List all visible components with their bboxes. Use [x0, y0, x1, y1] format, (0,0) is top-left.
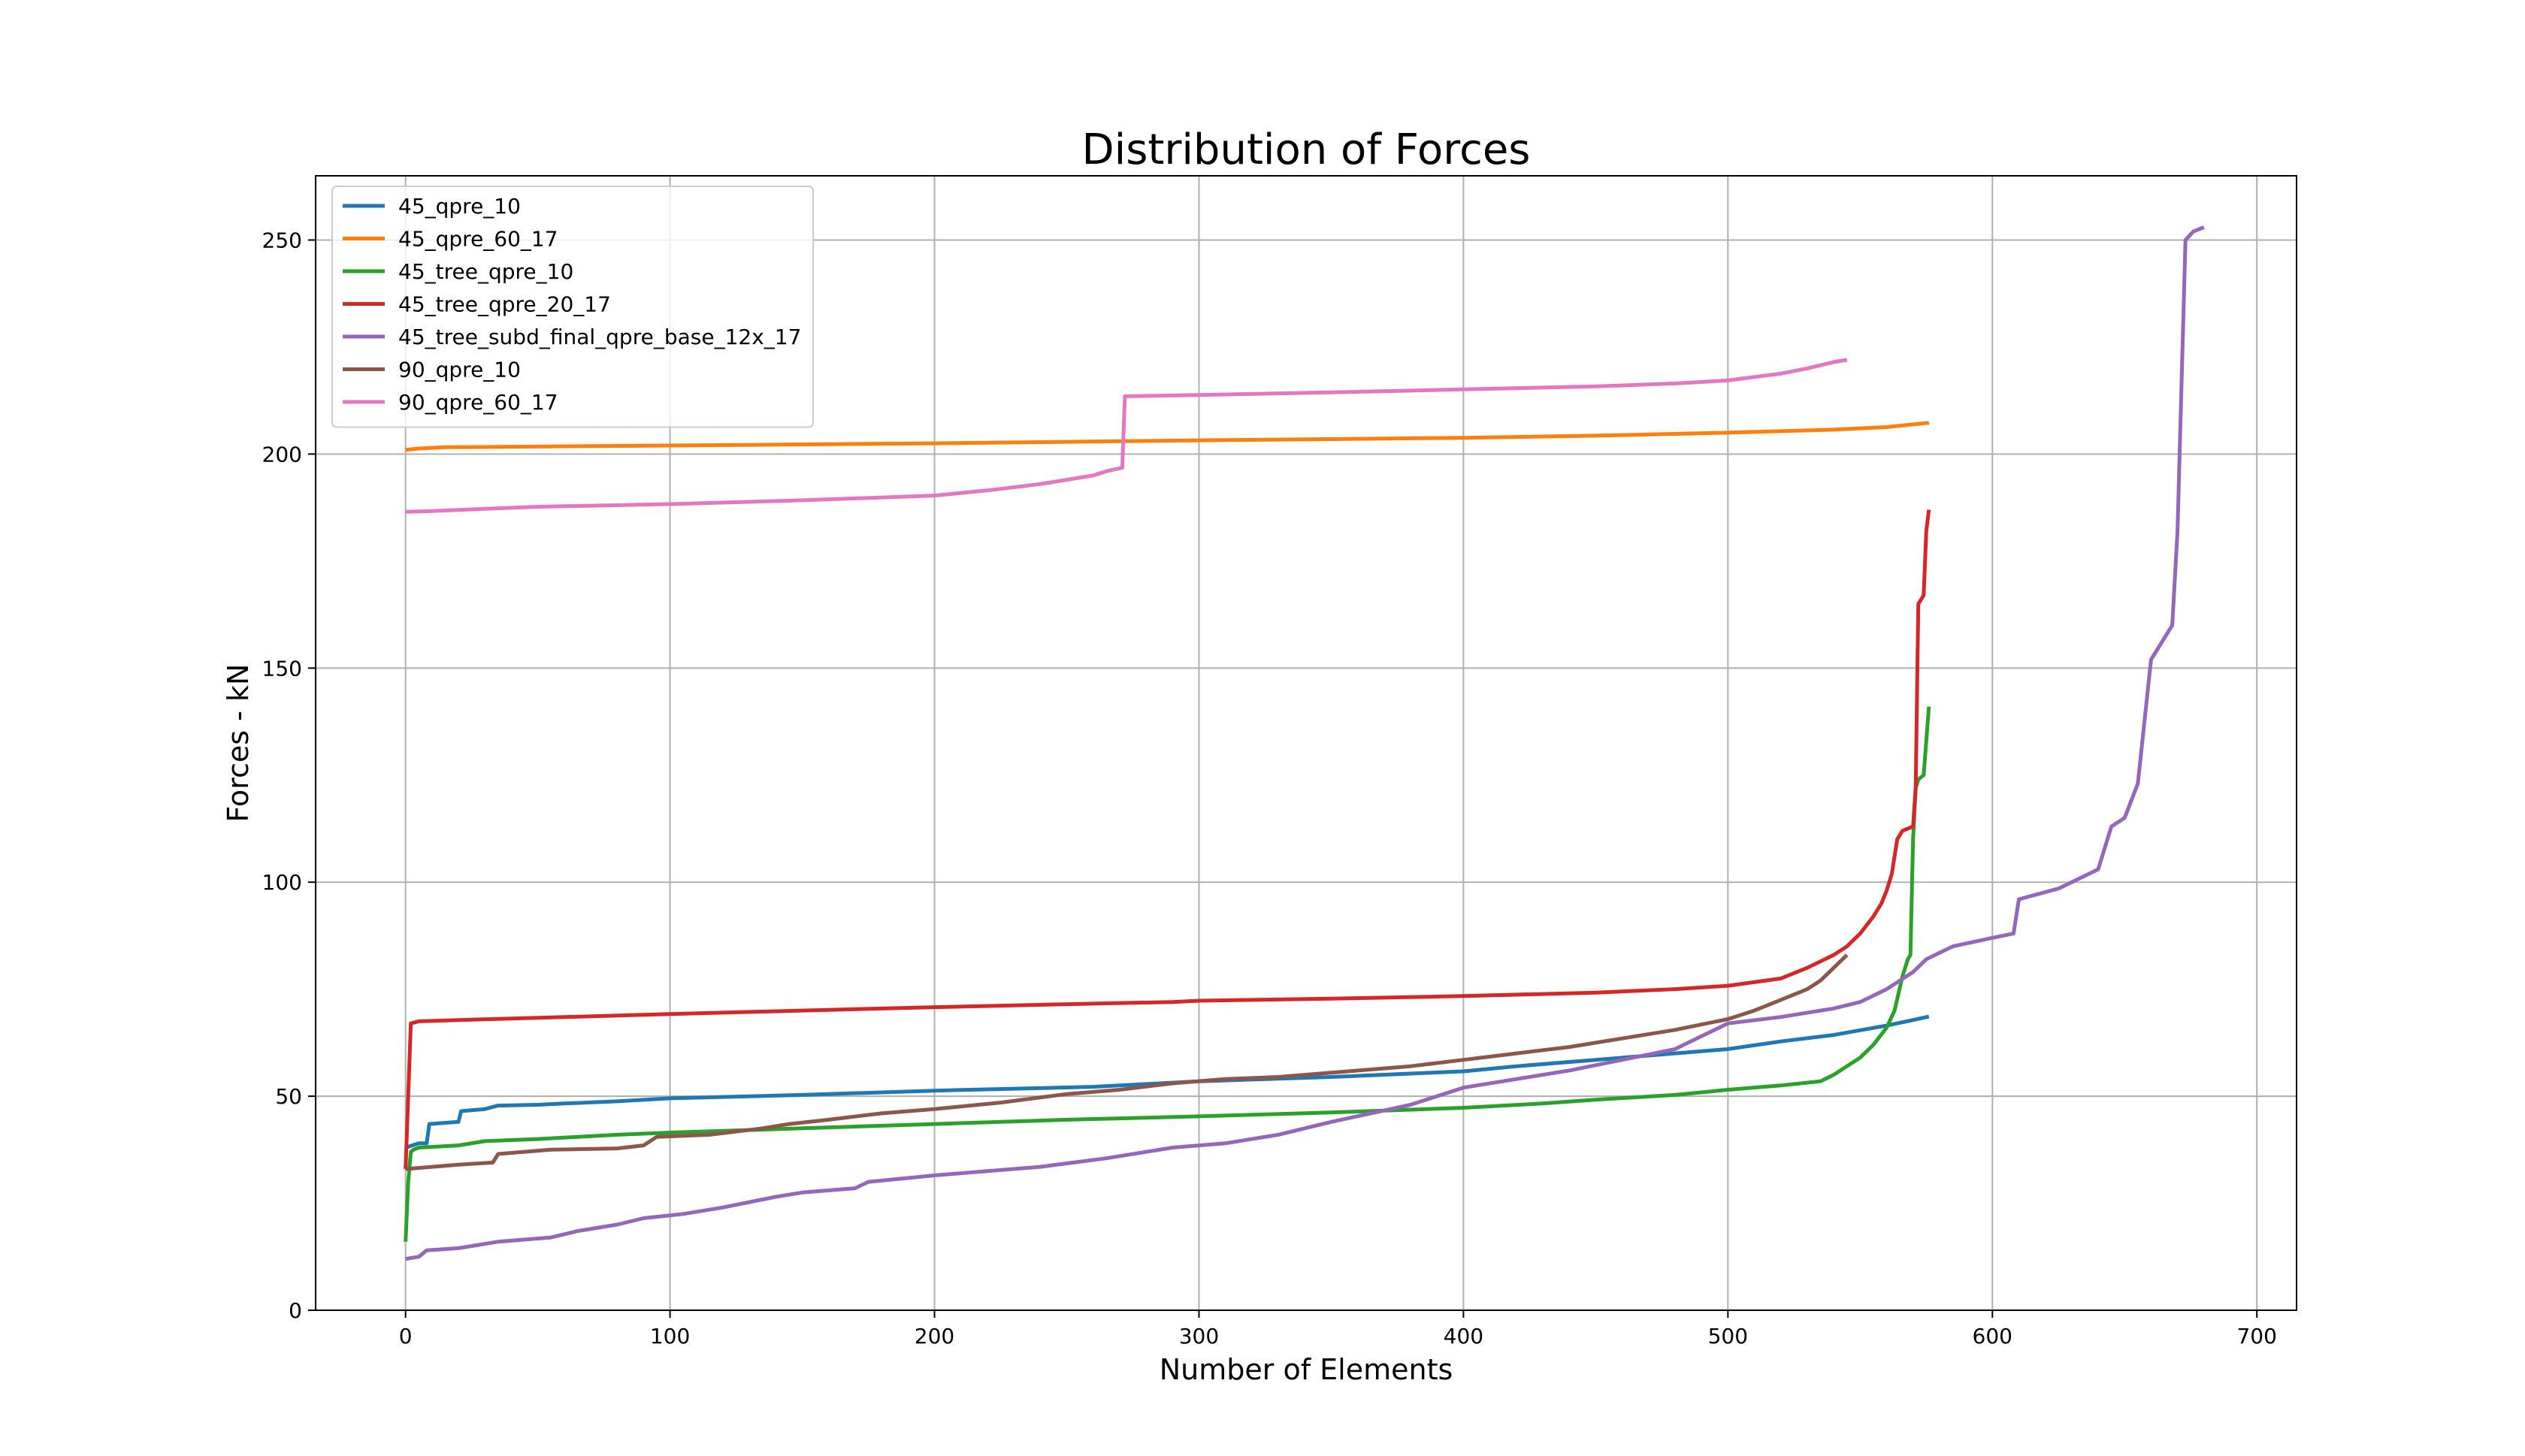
x-tick-label: 700: [2236, 1324, 2276, 1349]
series-line-5: [405, 953, 1849, 1171]
series-line-6: [405, 358, 1848, 514]
x-tick-label: 400: [1444, 1324, 1483, 1349]
legend-box: [331, 186, 814, 428]
series-line-4: [405, 225, 2205, 1261]
series-lines: [404, 225, 2205, 1261]
x-tick-label: 0: [399, 1324, 413, 1349]
legend-entry: 45_qpre_60_17: [398, 227, 558, 252]
legend-entry: 45_qpre_10: [398, 194, 521, 219]
series-line-1: [405, 421, 1930, 452]
legend-entry: 90_qpre_10: [398, 358, 521, 382]
y-tick-label: 0: [289, 1298, 302, 1323]
chart-title: Distribution of Forces: [1082, 125, 1531, 174]
x-axis-label: Number of Elements: [1160, 1353, 1453, 1386]
series-line-0: [404, 1014, 1930, 1149]
legend-entry: 45_tree_qpre_20_17: [398, 292, 611, 317]
y-axis-label: Forces - kN: [222, 664, 255, 823]
axis-ticks: 0 100 200 300 400 500 600 700 0 50 100 150 200 250: [262, 228, 2277, 1349]
legend-entry: 45_tree_qpre_10: [398, 259, 573, 284]
y-tick-label: 200: [262, 442, 302, 467]
plot-frame: [315, 175, 2297, 1311]
x-tick-label: 500: [1708, 1324, 1748, 1349]
x-tick-label: 100: [650, 1324, 690, 1349]
x-tick-label: 600: [1973, 1324, 2012, 1349]
series-line-3: [404, 509, 1931, 1170]
legend-entry: 45_tree_subd_final_qpre_base_12x_17: [398, 325, 801, 349]
x-tick-label: 200: [915, 1324, 954, 1349]
series-line-2: [404, 706, 1931, 1242]
legend-entry: 90_qpre_60_17: [398, 390, 558, 415]
legend: 45_qpre_10 45_qpre_60_17 45_tree_qpre_10 45…: [331, 186, 814, 428]
y-tick-label: 100: [262, 870, 302, 895]
y-tick-label: 50: [275, 1084, 302, 1109]
y-tick-label: 250: [262, 228, 302, 252]
x-tick-label: 300: [1179, 1324, 1219, 1349]
y-tick-label: 150: [262, 656, 302, 681]
